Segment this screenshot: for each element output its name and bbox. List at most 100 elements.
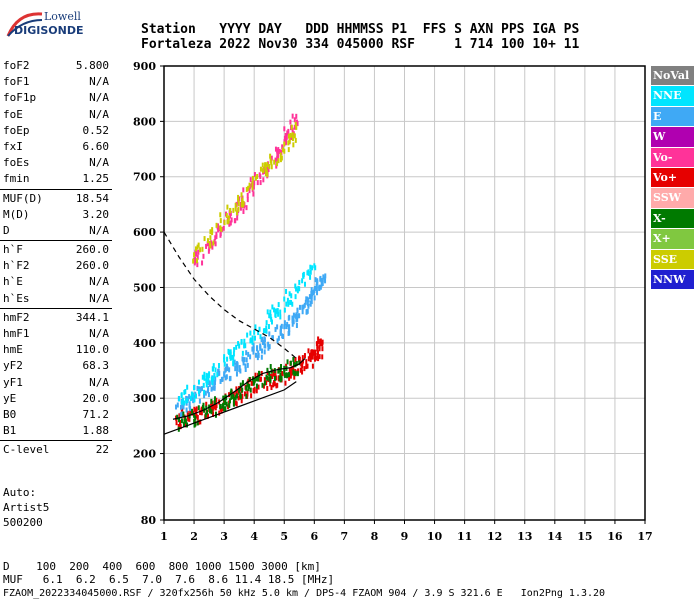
y-tick-label: 900 [133,60,156,73]
scatter-point [175,404,178,410]
scatter-point [236,215,239,221]
scatter-point [200,410,203,416]
scatter-point [256,180,259,186]
scatter-point [295,317,298,323]
scatter-point [270,164,273,170]
scatter-point [259,376,262,382]
scatter-point [235,344,238,350]
scatter-point [245,350,248,356]
scatter-point [234,218,237,224]
scatter-point [264,328,267,334]
scatter-point [194,246,197,252]
scatter-point [209,229,212,235]
y-tick-label: 400 [133,337,156,350]
scatter-point [196,420,199,426]
scatter-point [263,337,266,343]
param-row: yF2 68.3 [0,358,112,374]
scatter-point [235,362,238,368]
scatter-point [251,335,254,341]
scatter-point [279,325,282,331]
scatter-point [196,258,199,264]
scatter-point [259,180,262,186]
scatter-point [253,386,256,392]
scatter-point [211,400,214,406]
scatter-point [216,372,219,378]
scatter-point [315,341,318,347]
scatter-point [209,407,212,413]
scatter-point [244,343,247,349]
scatter-point [268,164,271,170]
y-tick-label: 800 [133,115,156,128]
scatter-point [306,270,309,276]
x-tick-label: 11 [457,530,472,543]
param-row: foF1 N/A [0,74,112,90]
param-key: h`Es [3,291,30,305]
scatter-point [265,169,268,175]
scatter-point [248,383,251,389]
scatter-point [249,387,252,393]
scatter-point [224,366,227,372]
scatter-point [194,421,197,427]
scatter-point [310,291,313,296]
scatter-point [284,380,287,386]
scatter-point [291,113,294,119]
param-row: foE N/A [0,107,112,123]
scatter-point [303,353,306,359]
y-tick-label: 300 [133,392,156,405]
param-key: B0 [3,407,17,421]
scatter-point [311,349,314,355]
scatter-point [280,375,283,381]
scatter-point [295,286,298,292]
scatter-point [188,416,191,422]
scatter-point [255,376,258,382]
scatter-point [196,385,199,391]
scatter-point [316,352,319,358]
scatter-point [276,382,279,388]
scatter-point [221,403,224,409]
scatter-point [308,294,311,300]
footer-info: FZAOM_2022334045000.RSF / 320fx256h 50 k… [3,588,606,599]
scatter-point [223,371,226,377]
scatter-point [179,424,182,430]
scatter-point [291,127,294,133]
scatter-point [217,371,220,377]
scatter-point [321,346,324,352]
scatter-point [243,357,246,363]
scatter-point [288,324,291,330]
scatter-point [205,243,208,249]
scatter-point [277,302,280,308]
scatter-point [218,410,221,416]
scatter-point [276,148,279,154]
scatter-point [307,356,310,362]
scatter-point [201,246,204,252]
scatter-point [273,375,276,381]
scatter-point [295,361,298,367]
scatter-point [283,320,286,326]
scatter-point [251,181,254,187]
scatter-point [282,147,285,153]
scatter-point [235,390,238,396]
param-key: fxI [3,139,23,153]
scatter-point [179,412,182,418]
scatter-point [285,372,288,378]
d-distance-row: D 100 200 400 600 800 1000 1500 3000 [km… [3,560,321,573]
scatter-point [223,406,226,412]
param-key: yF2 [3,359,23,373]
scatter-point [291,301,294,307]
scatter-point [219,212,222,218]
scatter-point [238,387,241,393]
scatter-point [322,274,325,280]
scatter-point [306,308,309,314]
param-row: D N/A [0,223,112,239]
scatter-point [298,304,301,310]
scatter-point [263,343,266,349]
scatter-point [196,244,199,250]
y-tick-label: 600 [133,226,156,239]
scatter-point [242,202,245,208]
scatter-point [305,359,308,365]
param-key: foF1p [3,91,37,105]
scatter-point [227,215,230,221]
scatter-point [245,385,248,391]
scatter-point [305,309,308,315]
scatter-point [292,312,295,318]
